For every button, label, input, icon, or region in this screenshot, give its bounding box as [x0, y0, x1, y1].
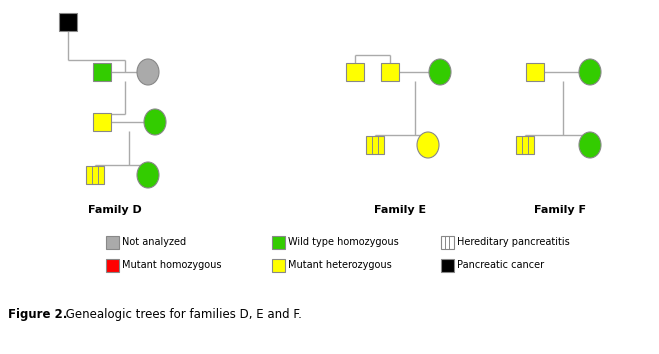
- FancyBboxPatch shape: [93, 113, 111, 131]
- Text: Family D: Family D: [88, 205, 142, 215]
- FancyBboxPatch shape: [272, 258, 285, 272]
- FancyBboxPatch shape: [440, 258, 453, 272]
- Ellipse shape: [579, 59, 601, 85]
- Ellipse shape: [579, 132, 601, 158]
- Text: Family E: Family E: [374, 205, 426, 215]
- FancyBboxPatch shape: [516, 136, 534, 154]
- FancyBboxPatch shape: [59, 13, 77, 31]
- FancyBboxPatch shape: [526, 63, 544, 81]
- FancyBboxPatch shape: [105, 258, 119, 272]
- Text: Pancreatic cancer: Pancreatic cancer: [457, 260, 544, 270]
- Text: Mutant homozygous: Mutant homozygous: [122, 260, 221, 270]
- FancyBboxPatch shape: [346, 63, 364, 81]
- FancyBboxPatch shape: [105, 235, 119, 249]
- Text: Mutant heterozygous: Mutant heterozygous: [288, 260, 391, 270]
- Ellipse shape: [429, 59, 451, 85]
- Ellipse shape: [137, 162, 159, 188]
- Text: Genealogic trees for families D, E and F.: Genealogic trees for families D, E and F…: [62, 308, 302, 321]
- Ellipse shape: [417, 132, 439, 158]
- Text: Figure 2.: Figure 2.: [8, 308, 67, 321]
- Ellipse shape: [144, 109, 166, 135]
- FancyBboxPatch shape: [86, 166, 104, 184]
- FancyBboxPatch shape: [272, 235, 285, 249]
- Ellipse shape: [137, 59, 159, 85]
- Text: Not analyzed: Not analyzed: [122, 237, 186, 247]
- Text: Family F: Family F: [534, 205, 586, 215]
- FancyBboxPatch shape: [381, 63, 399, 81]
- FancyBboxPatch shape: [93, 63, 111, 81]
- FancyBboxPatch shape: [366, 136, 384, 154]
- Text: Wild type homozygous: Wild type homozygous: [288, 237, 399, 247]
- Text: Hereditary pancreatitis: Hereditary pancreatitis: [457, 237, 570, 247]
- FancyBboxPatch shape: [440, 235, 453, 249]
